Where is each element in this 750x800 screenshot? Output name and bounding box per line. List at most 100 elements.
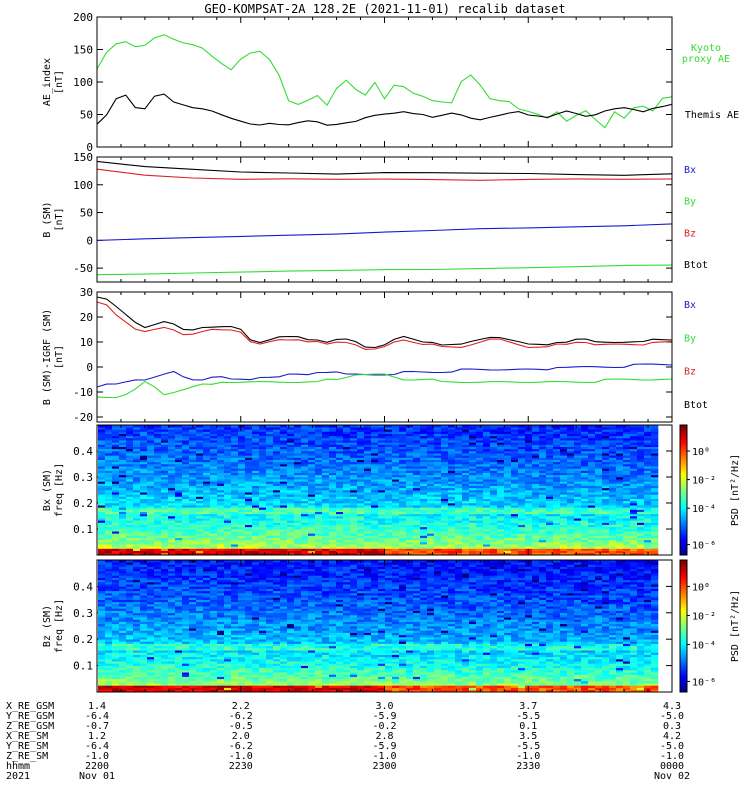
spectrogram-cell: [518, 435, 526, 439]
spectrogram-cell: [238, 522, 246, 525]
spectrogram-cell: [308, 542, 316, 545]
spectrogram-cell: [301, 511, 309, 515]
spectrogram-cell: [616, 464, 624, 467]
spectrogram-cell: [637, 518, 645, 521]
spectrogram-cell: [266, 548, 274, 551]
spectrogram-cell: [427, 516, 435, 519]
spectrogram-cell: [308, 431, 316, 434]
spectrogram-cell: [336, 481, 344, 484]
spectrogram-cell: [168, 431, 176, 434]
spectrogram-cell: [378, 461, 386, 465]
spectrogram-cell: [196, 511, 204, 515]
spectrogram-cell: [217, 451, 225, 454]
legend-by: By: [684, 197, 696, 208]
spectrogram-cell: [364, 544, 372, 547]
spectrogram-cell: [273, 520, 281, 523]
spectrogram-cell: [203, 448, 211, 452]
spectrogram-cell: [609, 526, 617, 530]
spectrogram-cell: [455, 518, 463, 521]
spectrogram-cell: [504, 459, 512, 463]
spectrogram-cell: [98, 429, 106, 432]
spectrogram-cell: [224, 539, 232, 543]
spectrogram-cell: [182, 474, 190, 478]
spectrogram-cell: [294, 431, 302, 434]
spectrogram-cell: [364, 461, 372, 465]
spectrogram-cell: [553, 455, 561, 458]
spectrogram-cell: [238, 479, 246, 482]
spectrogram-cell: [217, 520, 225, 523]
spectrogram-cell: [399, 520, 407, 523]
spectrogram-cell: [147, 492, 155, 495]
spectrogram-cell: [371, 533, 379, 536]
spectrogram-cell: [553, 511, 561, 515]
spectrogram-cell: [616, 442, 624, 445]
spectrogram-cell: [462, 552, 470, 556]
spectrogram-cell: [504, 533, 512, 536]
spectrogram-cell: [588, 427, 596, 430]
spectrogram-cell: [308, 516, 316, 519]
spectrogram-cell: [147, 537, 155, 541]
spectrogram-cell: [252, 550, 260, 554]
spectrogram-cell: [406, 503, 414, 506]
spectrogram-cell: [455, 490, 463, 493]
spectrogram-cell: [210, 496, 218, 499]
spectrogram-cell: [133, 472, 141, 476]
spectrogram-cell: [595, 550, 603, 554]
spectrogram-cell: [434, 496, 442, 499]
spectrogram-cell: [119, 526, 127, 530]
spectrogram-cell: [119, 440, 127, 443]
spectrogram-cell: [224, 446, 232, 450]
spectrogram-cell: [616, 455, 624, 458]
spectrogram-cell: [126, 440, 134, 443]
spectrogram-cell: [413, 500, 421, 504]
spectrogram-cell: [217, 433, 225, 437]
spectrogram-cell: [210, 542, 218, 545]
spectrogram-cell: [245, 533, 253, 536]
spectrogram-cell: [140, 552, 148, 556]
spectrogram-cell: [217, 444, 225, 447]
spectrogram-cell: [203, 492, 211, 495]
spectrogram-cell: [378, 433, 386, 437]
spectrogram-cell: [217, 513, 225, 517]
spectrogram-cell: [595, 485, 603, 489]
spectrogram-cell: [210, 427, 218, 430]
spectrogram-cell: [280, 492, 288, 495]
spectrogram-cell: [336, 537, 344, 541]
spectrogram-cell: [427, 483, 435, 486]
spectrogram-cell: [623, 537, 631, 541]
spectrogram-cell: [301, 459, 309, 463]
spectrogram-cell: [224, 435, 232, 439]
spectrogram-cell: [266, 537, 274, 541]
spectrogram-cell: [602, 496, 610, 499]
spectrogram-cell: [588, 516, 596, 519]
spectrogram-cell: [182, 511, 190, 515]
spectrogram-cell: [644, 539, 652, 543]
spectrogram-cell: [441, 461, 449, 465]
spectrogram-cell: [497, 524, 505, 528]
spectrogram-cell: [308, 457, 316, 460]
spectrogram-cell: [182, 461, 190, 465]
spectrogram-cell: [637, 446, 645, 450]
spectrogram-cell: [189, 455, 197, 458]
spectrogram-cell: [525, 453, 533, 456]
panel-1-frame: [96, 16, 673, 148]
spectrogram-cell: [462, 440, 470, 443]
spectrogram-cell: [595, 457, 603, 460]
spectrogram-cell: [105, 464, 113, 467]
spectrogram-cell: [469, 503, 477, 506]
spectrogram-cell: [637, 455, 645, 458]
spectrogram-cell: [147, 459, 155, 463]
spectrogram-cell: [336, 513, 344, 517]
spectrogram-cell: [511, 539, 519, 543]
spectrogram-cell: [483, 457, 491, 460]
spectrogram-cell: [630, 546, 638, 549]
spectrogram-cell: [392, 526, 400, 530]
spectrogram-cell: [630, 427, 638, 430]
spectrogram-cell: [588, 459, 596, 463]
spectrogram-cell: [455, 526, 463, 530]
spectrogram-cell: [287, 472, 295, 476]
spectrogram-cell: [448, 526, 456, 530]
spectrogram-cell: [350, 533, 358, 536]
y-tick-label: 50: [80, 207, 93, 220]
spectrogram-cell: [315, 435, 323, 439]
